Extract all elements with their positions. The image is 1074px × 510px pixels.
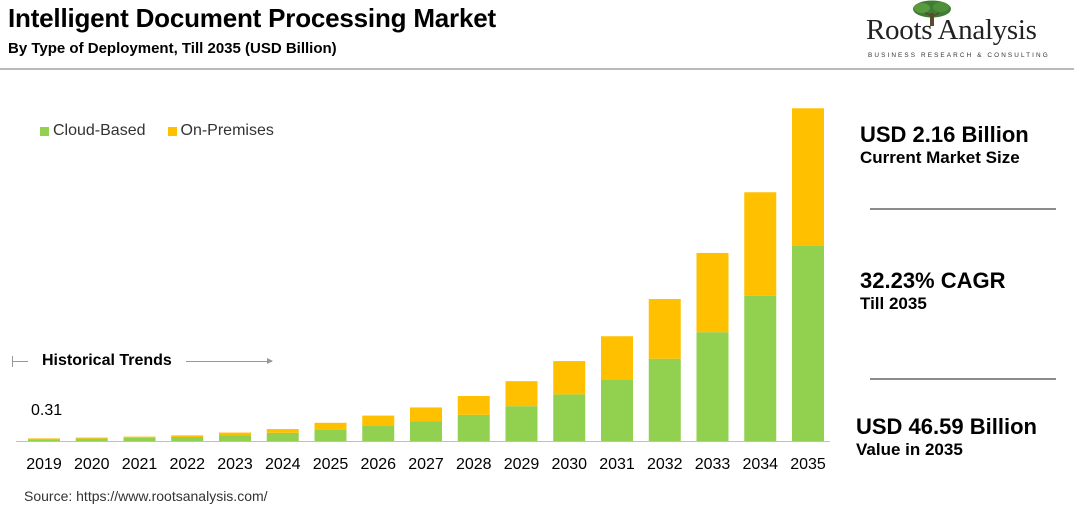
x-tick-label-2027: 2027 bbox=[408, 456, 444, 473]
stat-value-2035: USD 46.59 Billion Value in 2035 bbox=[856, 414, 1037, 460]
first-bar-data-label: 0.31 bbox=[31, 402, 63, 419]
x-tick-label-2024: 2024 bbox=[265, 456, 301, 473]
x-tick-label-2030: 2030 bbox=[551, 456, 587, 473]
stat-current-market-size-label: Current Market Size bbox=[860, 148, 1020, 167]
bar-cloud-based-2026 bbox=[362, 426, 395, 441]
stat-cagr: 32.23% CAGR Till 2035 bbox=[860, 268, 1006, 314]
roots-analysis-logo[interactable]: Roots Analysis BUSINESS RESEARCH & CONSU… bbox=[862, 0, 1067, 64]
bar-on-premises-2035 bbox=[792, 108, 824, 246]
bar-cloud-based-2020 bbox=[75, 438, 108, 441]
bar-cloud-based-2019 bbox=[28, 439, 60, 441]
historical-trends-bracket bbox=[12, 355, 28, 367]
historical-trends-label: Historical Trends bbox=[42, 352, 172, 369]
bar-on-premises-2027 bbox=[410, 407, 442, 422]
logo-tagline: BUSINESS RESEARCH & CONSULTING bbox=[868, 52, 1050, 59]
legend-label-cloud-based: Cloud-Based bbox=[53, 122, 146, 139]
chart-title: Intelligent Document Processing Market bbox=[8, 3, 496, 33]
historical-trends-annotation: Historical Trends bbox=[12, 352, 273, 370]
bar-on-premises-2023 bbox=[219, 432, 251, 436]
x-tick-label-2025: 2025 bbox=[313, 456, 349, 473]
bar-on-premises-2029 bbox=[505, 381, 538, 407]
x-tick-label-2023: 2023 bbox=[217, 456, 253, 473]
bar-on-premises-2030 bbox=[553, 361, 586, 395]
bar-on-premises-2032 bbox=[648, 299, 681, 359]
x-tick-label-2033: 2033 bbox=[695, 456, 731, 473]
stat-divider-2 bbox=[870, 378, 1056, 380]
bar-cloud-based-2024 bbox=[266, 432, 299, 441]
bar-cloud-based-2025 bbox=[314, 429, 347, 441]
bar-cloud-based-2029 bbox=[505, 406, 538, 441]
bar-on-premises-2026 bbox=[362, 415, 395, 427]
bar-on-premises-2022 bbox=[171, 435, 204, 437]
bar-on-premises-2031 bbox=[601, 336, 633, 380]
x-tick-label-2034: 2034 bbox=[742, 456, 778, 473]
stat-divider-1 bbox=[870, 208, 1056, 210]
legend-item-on-premises: On-Premises bbox=[167, 122, 274, 140]
bar-cloud-based-2033 bbox=[696, 332, 729, 441]
stat-current-market-size-value: USD 2.16 Billion bbox=[860, 122, 1029, 147]
x-tick-label-2031: 2031 bbox=[599, 456, 635, 473]
stat-value-2035-label: Value in 2035 bbox=[856, 440, 963, 459]
chart-subtitle: By Type of Deployment, Till 2035 (USD Bi… bbox=[8, 40, 337, 57]
logo-name: Roots Analysis bbox=[866, 14, 1037, 46]
x-tick-label-2019: 2019 bbox=[26, 456, 62, 473]
header-divider bbox=[0, 68, 1074, 70]
source-note: Source: https://www.rootsanalysis.com/ bbox=[24, 488, 268, 504]
bar-on-premises-2020 bbox=[75, 437, 108, 439]
bar-cloud-based-2034 bbox=[744, 295, 777, 441]
x-tick-label-2021: 2021 bbox=[122, 456, 158, 473]
bar-on-premises-2033 bbox=[696, 252, 729, 333]
bar-cloud-based-2031 bbox=[601, 379, 633, 441]
tree-icon bbox=[913, 0, 951, 26]
legend-item-cloud-based: Cloud-Based bbox=[40, 122, 146, 140]
x-tick-label-2032: 2032 bbox=[647, 456, 683, 473]
bar-on-premises-2019 bbox=[28, 438, 60, 440]
bar-cloud-based-2028 bbox=[457, 414, 490, 441]
stacked-bar-chart: 2019 2020 2021 2022 2023 2024 2025 2026 2027 2028… bbox=[16, 108, 830, 473]
bar-cloud-based-2027 bbox=[410, 421, 442, 441]
legend-swatch-cloud-based bbox=[40, 126, 49, 136]
bar-on-premises-2021 bbox=[123, 436, 156, 438]
x-tick-label-2035: 2035 bbox=[790, 456, 826, 473]
legend-label-on-premises: On-Premises bbox=[180, 122, 274, 139]
bar-on-premises-2025 bbox=[314, 422, 347, 430]
x-tick-label-2026: 2026 bbox=[360, 456, 396, 473]
chart-legend: Cloud-Based On-Premises bbox=[40, 122, 296, 140]
x-tick-label-2028: 2028 bbox=[456, 456, 492, 473]
bar-cloud-based-2023 bbox=[219, 435, 251, 441]
stat-current-market-size: USD 2.16 Billion Current Market Size bbox=[860, 122, 1029, 168]
bar-cloud-based-2032 bbox=[648, 358, 681, 441]
bar-cloud-based-2022 bbox=[171, 436, 204, 441]
stat-cagr-value: 32.23% CAGR bbox=[860, 268, 1006, 293]
bar-cloud-based-2021 bbox=[123, 437, 156, 441]
x-tick-label-2020: 2020 bbox=[74, 456, 110, 473]
bar-on-premises-2034 bbox=[744, 192, 777, 296]
bar-cloud-based-2030 bbox=[553, 394, 586, 441]
bar-on-premises-2028 bbox=[457, 395, 490, 415]
stat-cagr-label: Till 2035 bbox=[860, 294, 927, 313]
x-tick-label-2029: 2029 bbox=[504, 456, 540, 473]
stat-value-2035-value: USD 46.59 Billion bbox=[856, 414, 1037, 439]
bar-cloud-based-2035 bbox=[792, 245, 824, 441]
legend-swatch-on-premises bbox=[167, 126, 177, 136]
historical-trends-arrow bbox=[185, 357, 273, 364]
bar-on-premises-2024 bbox=[266, 429, 299, 433]
x-tick-label-2022: 2022 bbox=[169, 456, 205, 473]
